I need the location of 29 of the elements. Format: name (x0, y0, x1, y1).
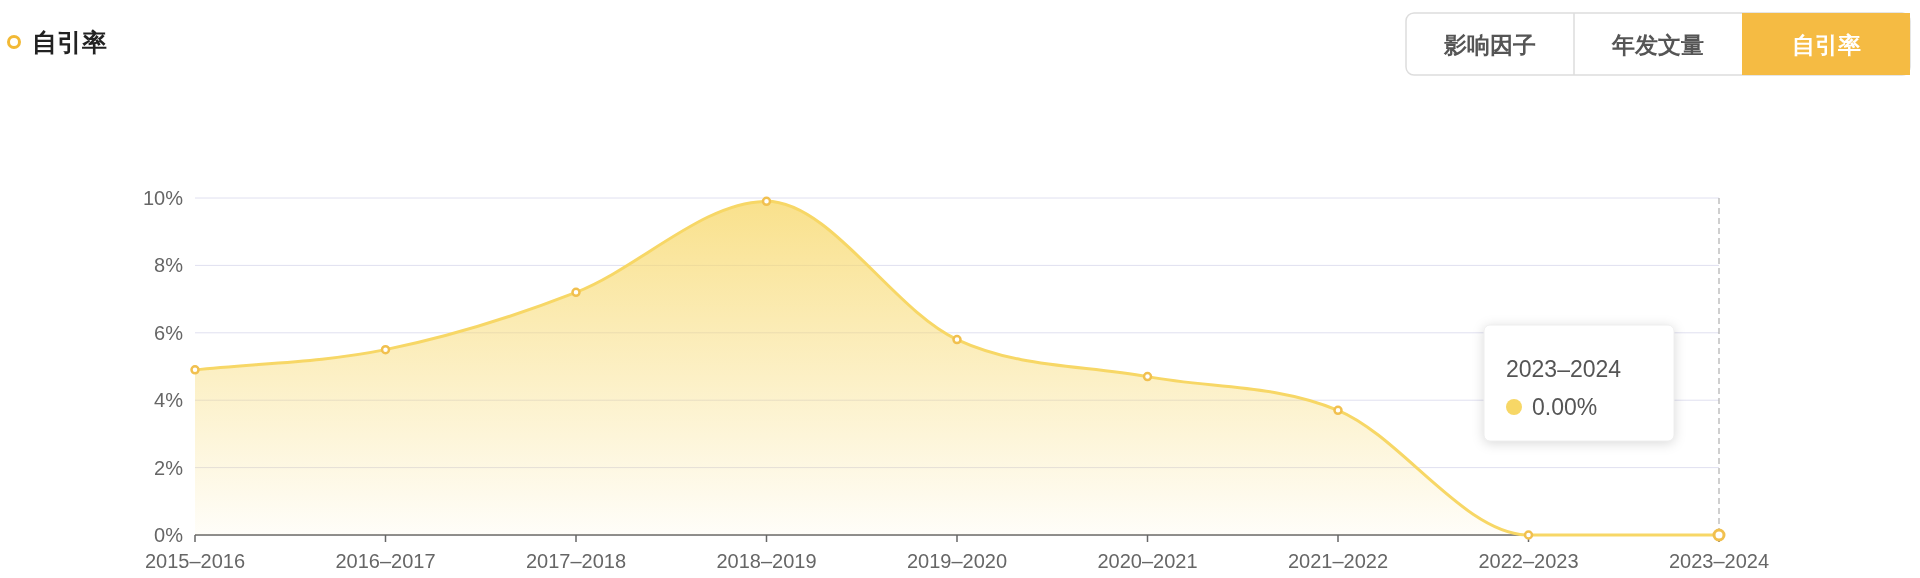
x-tick-label: 2016–2017 (335, 550, 436, 572)
point (571, 287, 581, 298)
annotation: 2023–2024 (1506, 356, 1622, 382)
chart-title: 自引率 (32, 28, 107, 56)
x-tick-label: 2017–2018 (525, 550, 627, 572)
y-tick-label: 4% (154, 389, 184, 412)
y-tick-label: 0% (154, 524, 184, 546)
point (761, 196, 772, 207)
x-tick-label: 2018–2019 (716, 550, 817, 572)
y-tick-label: 6% (154, 321, 184, 344)
point (952, 334, 962, 345)
text: 影响因子 (1443, 32, 1536, 58)
annotation: 0.00% (1532, 394, 1598, 420)
point (380, 344, 391, 355)
text: 自引率 (1791, 32, 1861, 58)
x-tick-label: 2021–2022 (1287, 550, 1389, 572)
point (1142, 371, 1153, 382)
point (1523, 530, 1534, 540)
x-tick-label: 2019–2020 (906, 550, 1008, 572)
x-tick-label: 2023–2024 (1668, 550, 1770, 572)
point (190, 365, 200, 375)
text: 年发文量 (1611, 32, 1704, 58)
x-tick-label: 2015–2016 (144, 550, 246, 572)
y-tick-label: 2% (154, 456, 184, 479)
x-tick-label: 2020–2021 (1097, 550, 1198, 572)
y-tick-label: 8% (154, 254, 184, 277)
y-tick-label: 10% (142, 187, 184, 209)
x-tick-label: 2022–2023 (1478, 550, 1579, 572)
point (1333, 405, 1343, 416)
